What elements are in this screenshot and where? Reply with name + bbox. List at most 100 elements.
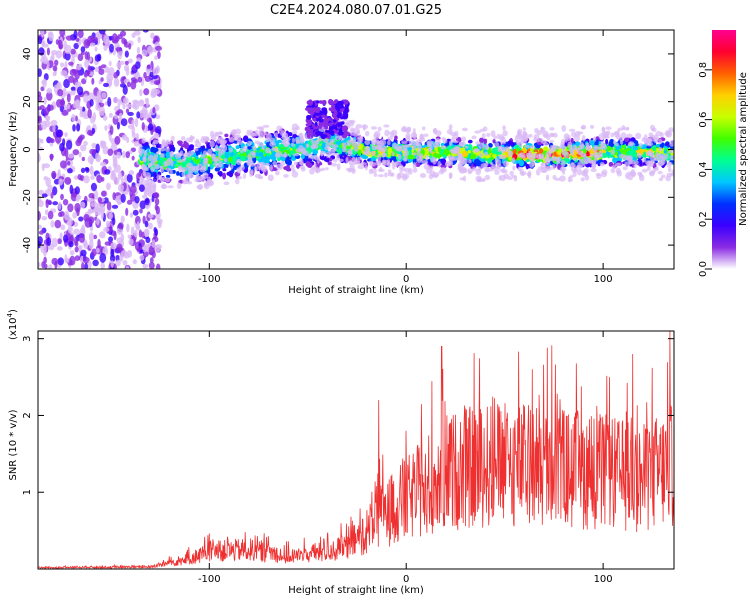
spectrogram-point: [608, 161, 614, 167]
colorbar-gradient: [712, 30, 736, 269]
spectrogram-point: [264, 155, 271, 161]
spectrogram-point: [101, 140, 107, 148]
spectrogram-point: [222, 172, 227, 180]
spectrogram-point: [74, 186, 80, 195]
spectrogram-point: [57, 88, 64, 97]
spectrogram-point: [614, 142, 620, 147]
spectrogram-point: [125, 207, 129, 217]
spectrogram-point: [407, 135, 411, 142]
spectrogram-point: [169, 151, 173, 159]
spectrogram-point: [103, 227, 110, 233]
spectrogram-point: [570, 137, 574, 145]
spectrogram-point: [139, 200, 147, 210]
spectrogram-point: [379, 166, 383, 172]
spectrogram-point: [107, 97, 112, 107]
spectrogram-point: [312, 149, 319, 155]
spectrogram-point: [43, 107, 50, 116]
spectrogram-point: [51, 257, 59, 266]
spectrogram-point: [164, 160, 171, 167]
spectrogram-point: [143, 150, 148, 157]
spectrogram-point: [541, 167, 548, 173]
spectrogram-point: [106, 201, 112, 211]
spectrogram-point: [141, 106, 147, 115]
spectrogram-point: [98, 30, 106, 35]
spectrogram-point: [144, 172, 152, 179]
spectrogram-point: [261, 144, 265, 150]
spectrogram-point: [432, 152, 439, 159]
spectrogram-point: [617, 127, 624, 131]
spectrogram-point: [220, 149, 225, 155]
spectrogram-point: [292, 153, 300, 157]
spectrogram-point: [283, 173, 289, 178]
spectrogram-point: [349, 120, 355, 127]
spectrogram-point: [145, 237, 151, 244]
spectrogram-point: [75, 196, 80, 202]
spectrogram-point: [453, 146, 461, 154]
spectrogram-point: [462, 175, 467, 182]
spectrogram-point: [56, 246, 63, 251]
spectrogram-point: [57, 238, 62, 245]
spectrogram-point: [418, 137, 426, 142]
spectrogram-point: [515, 139, 521, 146]
spectrogram-point: [355, 160, 360, 165]
spectrogram-point: [581, 134, 586, 142]
spectrogram-point: [153, 88, 160, 95]
spectrogram-point: [152, 185, 157, 193]
x-tick-label: 100: [594, 274, 613, 285]
spectrogram-point: [51, 170, 57, 179]
spectrogram-point: [621, 144, 626, 149]
spectrogram-point: [133, 140, 140, 147]
spectrogram-point: [211, 152, 215, 160]
spectrogram-point: [66, 103, 71, 110]
spectrogram-point: [471, 153, 477, 159]
colorbar-tick-label: 0.4: [698, 161, 709, 177]
spectrogram-point: [287, 159, 293, 166]
spectrogram-point: [619, 139, 624, 145]
spectrogram-point: [148, 118, 153, 126]
spectrogram-point: [81, 262, 85, 269]
spectrogram-point: [64, 132, 68, 138]
spectrogram-point: [92, 259, 99, 267]
spectrogram-point: [370, 126, 378, 130]
spectrogram-point: [234, 178, 240, 185]
spectrogram-point: [142, 215, 146, 224]
spectrogram-point: [239, 164, 245, 171]
spectrogram-point: [94, 46, 98, 52]
colorbar-ticks: 0.00.20.40.60.8: [698, 62, 712, 277]
spectrogram-point: [50, 138, 55, 144]
spectrogram-point: [88, 216, 95, 224]
spectrogram-point: [409, 154, 415, 160]
spectrogram-point: [142, 30, 149, 33]
spectrogram-point: [291, 130, 298, 135]
spectrogram-point: [543, 157, 551, 163]
spectrogram-point: [101, 92, 107, 99]
spectrogram-point: [306, 114, 312, 120]
spectrogram-point: [45, 177, 51, 187]
spectrogram-point: [490, 162, 494, 166]
spectrogram-point: [612, 156, 618, 164]
spectrogram-point: [533, 166, 537, 171]
spectrogram-point: [512, 165, 516, 171]
spectrogram-point: [165, 146, 170, 153]
spectrogram-point: [157, 84, 162, 89]
spectrogram-point: [661, 174, 666, 179]
spectrogram-point: [91, 142, 97, 149]
spectrogram-point: [232, 134, 238, 138]
spectrogram-point: [63, 78, 70, 89]
spectrogram-point: [528, 133, 533, 138]
spectrogram-point: [42, 43, 49, 48]
spectrogram-point: [613, 131, 620, 135]
spectrogram-point: [561, 124, 567, 132]
spectrogram-point: [562, 170, 566, 175]
spectrogram-point: [324, 146, 331, 151]
x-tick-label: -100: [198, 274, 221, 285]
spectrogram-point: [227, 157, 233, 162]
spectrogram-point: [291, 137, 296, 143]
spectrogram-point: [430, 156, 437, 163]
spectrogram-point: [605, 138, 609, 145]
spectrogram-point: [185, 137, 191, 143]
y-tick-label: 20: [22, 95, 33, 108]
spectrogram-point: [125, 108, 130, 114]
spectrogram-point: [176, 182, 182, 190]
spectrogram-point: [332, 124, 336, 128]
